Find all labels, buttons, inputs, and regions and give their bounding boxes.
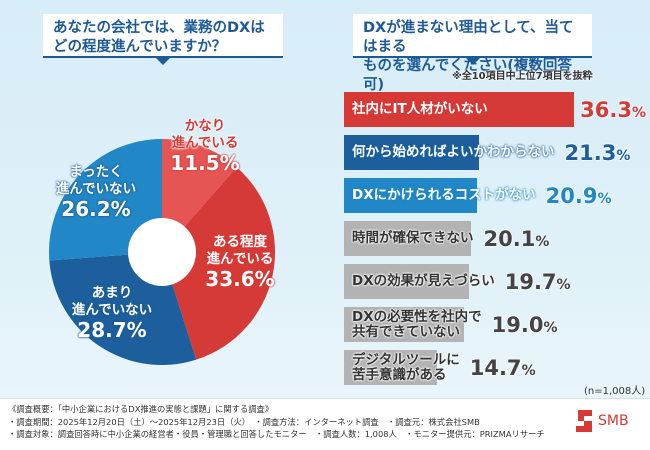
bar-4 — [344, 264, 469, 299]
question-2-header: DXが進まない理由として、当てはまる ものを選んでください(複数回答可) — [353, 14, 592, 93]
bar-value: 19.0% — [491, 312, 558, 337]
bar-0 — [344, 92, 575, 127]
bar-2 — [344, 178, 477, 213]
question-2-line1: DXが進まない理由として、当てはまる — [363, 20, 574, 55]
bar-1 — [344, 135, 480, 170]
bar-value: 20.1% — [483, 226, 550, 251]
bar-label: 社内にIT人材がいない — [352, 101, 488, 117]
smb-logo: SMB — [574, 410, 629, 432]
bar-3 — [344, 221, 472, 256]
bar-value: 20.9% — [545, 183, 612, 208]
bar-row: DXにかけられるコストがない 20.9% — [344, 178, 646, 213]
pie-label-0: かなり 進んでいる 11.5% — [170, 118, 240, 174]
excerpt-note: ※全10項目中上位7項目を抜粋 — [452, 71, 593, 82]
bar-label: デジタルツールに 苦手意識がある — [352, 351, 460, 383]
reason-bar-chart: 社内にIT人材がいない 36.3% 何から始めればよいかわからない 21.3% DXにか… — [344, 92, 646, 393]
bar-value: 36.3% — [580, 97, 646, 122]
question-1-header: あなたの会社では、業務のDXは どの程度進んでいますか？ — [43, 14, 283, 65]
donut-chart — [48, 139, 275, 365]
footer-line3: ・調査対象：調査回答時に中小企業の経営者・役員・管理職と回答したモニター ・調査… — [8, 429, 545, 439]
bar-value: 21.3% — [564, 140, 631, 165]
footer: 《調査概要：「中小企業におけるDX推進の実態と課題」に関する調査》 ・調査期間：… — [0, 398, 650, 450]
question-1-line1: あなたの会社では、業務のDXは — [53, 20, 265, 36]
bar-5 — [344, 307, 465, 342]
sample-size: (n=1,008人) — [584, 386, 646, 397]
pie-slice-1 — [162, 167, 275, 360]
pie-label-line2: 進んでいる — [206, 251, 274, 267]
pie-slice-3 — [48, 139, 162, 261]
bar-6 — [344, 350, 438, 385]
bar-row: 時間が確保できない 20.1% — [344, 221, 646, 256]
footer-line1: 《調査概要：「中小企業におけるDX推進の実態と課題」に関する調査》 — [8, 404, 274, 414]
pie-label-pct: 33.6% — [205, 267, 275, 291]
pie-label-3: まったく 進んでいない 26.2% — [46, 164, 146, 220]
donut-hole — [128, 218, 196, 286]
pie-label-2: あまり 進んでいない 28.7% — [62, 285, 162, 341]
question-1-line2: どの程度進んでいますか？ — [53, 39, 227, 55]
smb-logo-mark-icon — [576, 410, 592, 432]
bar-row: 社内にIT人材がいない 36.3% — [344, 92, 646, 127]
question-2-line2: ものを選んでください(複数回答可) — [363, 58, 572, 93]
bar-value: 19.7% — [504, 269, 571, 294]
smb-logo-text: SMB — [598, 413, 629, 429]
pie-label-pct: 11.5% — [170, 151, 240, 175]
pie-label-pct: 28.7% — [77, 318, 147, 342]
pie-label-line1: あまり — [91, 285, 133, 301]
footer-line2: ・調査期間：2025年12月20日（土）～2025年12月23日（火） ・調査方… — [8, 416, 480, 427]
pointer-triangle-icon — [465, 58, 480, 65]
pie-label-1: ある程度 進んでいる 33.6% — [200, 234, 280, 290]
bar-row: DXの効果が見えづらい 19.7% — [344, 264, 646, 299]
pie-label-line1: まったく — [69, 164, 123, 180]
bar-label: 時間が確保できない — [352, 230, 474, 246]
pie-label-line2: 進んでいない — [55, 181, 137, 197]
pie-label-pct: 26.2% — [61, 197, 131, 221]
bar-row: DXの必要性を社内で 共有できていない 19.0% — [344, 307, 646, 342]
pie-label-line2: 進んでいない — [71, 302, 153, 318]
bar-label: DXの効果が見えづらい — [352, 273, 495, 289]
bar-row: 何から始めればよいかわからない 21.3% — [344, 135, 646, 170]
bar-value: 14.7% — [469, 355, 536, 380]
pie-label-line2: 進んでいる — [171, 135, 239, 151]
bar-label: DXの必要性を社内で 共有できていない — [352, 308, 482, 340]
bar-label: DXにかけられるコストがない — [352, 187, 536, 203]
pointer-triangle-icon — [156, 58, 170, 65]
pie-label-line1: ある程度 — [213, 234, 267, 250]
bar-row: デジタルツールに 苦手意識がある 14.7% — [344, 350, 646, 385]
pie-label-line1: かなり — [184, 118, 226, 134]
bar-label: 何から始めればよいかわからない — [352, 144, 555, 160]
